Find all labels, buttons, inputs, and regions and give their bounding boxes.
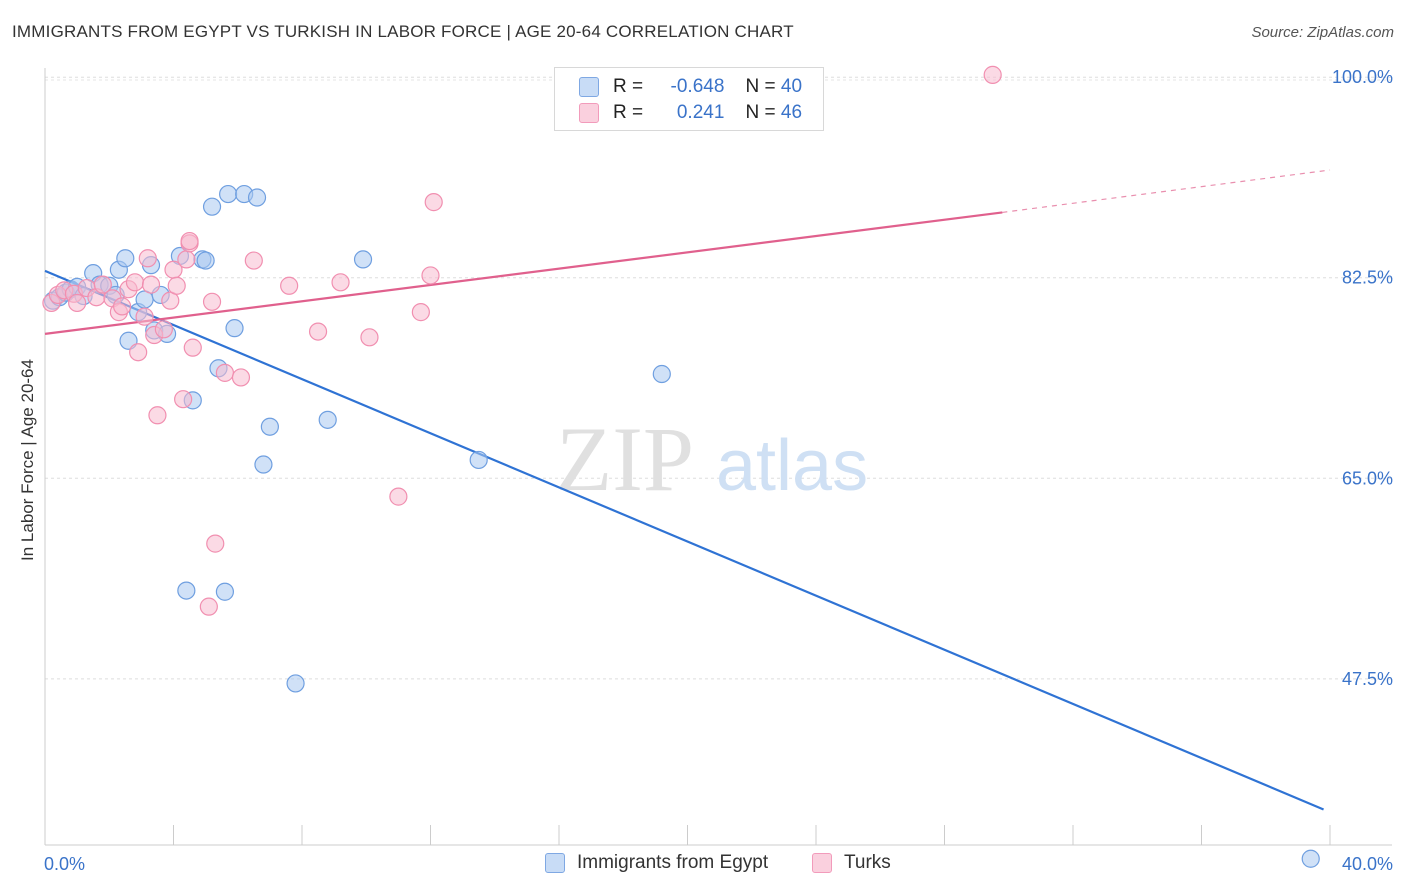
point-egypt [286,674,305,693]
point-turks [202,292,222,311]
point-turks [411,303,430,322]
legend-r-label: R = [613,76,644,97]
legend-r-value: -0.648 [670,76,725,97]
point-turks [68,293,87,313]
legend-swatch-egypt [545,853,565,873]
trend-lines [44,169,1331,811]
point-turks [215,363,234,382]
point-egypt [254,455,273,474]
legend-swatch-egypt [579,77,599,97]
point-egypt [353,250,373,269]
point-turks [141,275,161,294]
y-tick-label: 100.0% [1332,67,1393,87]
trend-line-extension [1002,169,1331,214]
point-turks [331,273,350,292]
point-turks [167,276,186,295]
axes [44,68,1392,846]
legend-n-value: 40 [780,76,803,97]
point-egypt [219,184,238,204]
point-turks [177,250,196,269]
point-turks [389,487,408,506]
point-turks [138,249,157,268]
point-turks [135,307,154,326]
watermark-atlas: atlas [716,426,868,506]
point-turks [180,231,199,251]
point-turks [308,322,328,341]
x-tick-label: 40.0% [1342,854,1393,874]
y-tick-label: 47.5% [1342,669,1393,689]
point-turks [244,251,263,270]
point-turks [421,266,440,285]
legend-n-label: N = [745,76,776,97]
legend-item-turks[interactable]: Turks [812,852,891,874]
watermark: ZIP atlas [556,408,868,510]
legend-label-egypt: Immigrants from Egypt [577,852,769,873]
tick-labels: 47.5% 65.0% 82.5% 100.0% 0.0% 40.0% [44,67,1393,874]
point-turks [983,65,1002,84]
point-egypt [469,450,488,470]
point-turks [154,320,173,339]
point-egypt [652,364,671,384]
point-turks [112,297,132,316]
point-egypt [202,197,222,216]
data-points [42,65,1320,868]
point-turks [360,328,379,347]
legend-r-label: R = [613,102,644,123]
y-tick-label: 82.5% [1342,268,1393,288]
point-turks [125,273,145,292]
trend-line [44,211,1003,335]
point-egypt [260,417,279,436]
point-egypt [116,249,135,268]
point-egypt [215,582,234,601]
point-turks [206,534,225,553]
legend-row-turks: R = 0.241 N = 46 [579,101,802,125]
y-tick-label: 65.0% [1342,468,1393,488]
legend-item-egypt[interactable]: Immigrants from Egypt [545,852,768,874]
point-turks [148,406,167,425]
legend-r-value: 0.241 [676,102,725,123]
point-turks [129,343,148,362]
x-tick-label: 0.0% [44,854,85,874]
y-axis-label: In Labor Force | Age 20-64 [18,359,37,561]
point-egypt [247,188,267,207]
legend-swatch-turks [812,853,832,873]
point-turks [199,597,218,616]
legend-label-turks: Turks [844,852,891,873]
point-turks [93,275,112,294]
legend-row-egypt: R = -0.648 N = 40 [579,75,802,99]
point-egypt [318,410,337,429]
legend-swatch-turks [579,103,599,123]
point-egypt [1301,849,1320,868]
point-turks [424,193,443,212]
point-turks [231,368,251,387]
correlation-legend: R = -0.648 N = 40 R = 0.241 N = 46 [554,67,824,131]
watermark-zip: ZIP [556,408,694,510]
point-egypt [177,581,196,600]
chart-title: IMMIGRANTS FROM EGYPT VS TURKISH IN LABO… [12,22,794,41]
legend-n-value: 46 [780,102,803,123]
point-egypt [196,251,215,270]
point-turks [280,276,299,295]
series-legend: Immigrants from Egypt Turks [0,852,1406,878]
point-egypt [225,319,244,338]
trend-line [44,269,1325,811]
legend-n-label: N = [745,102,776,123]
point-turks [183,338,202,357]
point-turks [174,390,193,409]
source-note: Source: ZipAtlas.com [1251,24,1394,41]
